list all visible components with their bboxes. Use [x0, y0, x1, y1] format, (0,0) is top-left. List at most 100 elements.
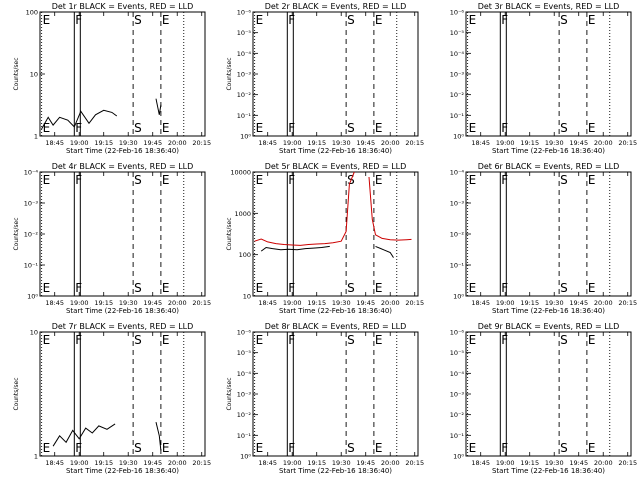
y-axis-label: Counts/sec	[226, 57, 233, 90]
event-marker-label: E	[162, 13, 170, 27]
event-marker-label: E	[469, 13, 477, 27]
event-marker-label: F	[75, 173, 82, 187]
y-tick-label: 10	[30, 71, 38, 79]
y-tick-label: 10⁻²	[237, 411, 252, 419]
y-tick-label: 10⁻³	[450, 200, 465, 208]
panel-title: Det 5r BLACK = Events, RED = LLD	[265, 162, 407, 171]
event-marker-label: S	[134, 333, 142, 347]
event-marker-label: E	[588, 13, 596, 27]
x-tick-label: 19:15	[520, 139, 539, 147]
event-marker-label: S	[134, 173, 142, 187]
series-line	[375, 245, 394, 258]
y-tick-label: 10⁻⁶	[237, 9, 252, 17]
plot-frame	[465, 331, 632, 457]
series-line	[155, 421, 162, 451]
x-tick-label: 20:15	[405, 299, 424, 307]
event-marker-label: E	[469, 441, 477, 455]
event-marker-label: F	[288, 441, 295, 455]
y-tick-label: 10⁻⁴	[450, 370, 465, 378]
y-tick-label: 10⁻¹	[237, 112, 252, 120]
x-axis-label: Start Time (22-Feb-16 18:36:40)	[492, 307, 605, 315]
panel-title: Det 3r BLACK = Events, RED = LLD	[478, 2, 620, 11]
event-marker-label: S	[347, 281, 355, 295]
y-tick-label: 10⁻³	[450, 391, 465, 399]
plot-frame	[252, 171, 419, 297]
x-tick-label: 19:30	[332, 299, 351, 307]
x-tick-label: 19:00	[496, 459, 515, 467]
x-tick-label: 20:15	[192, 459, 211, 467]
x-tick-label: 20:15	[192, 299, 211, 307]
event-marker-label: E	[375, 281, 383, 295]
x-tick-label: 19:15	[307, 139, 326, 147]
event-marker-label: F	[75, 441, 82, 455]
event-marker-label: F	[288, 173, 295, 187]
plot-frame	[39, 11, 206, 137]
x-tick-label: 19:45	[356, 139, 375, 147]
y-tick-label: 100	[26, 9, 38, 17]
y-tick-label: 10⁻⁶	[450, 9, 465, 17]
x-tick-label: 19:45	[569, 299, 588, 307]
x-tick-label: 19:45	[143, 139, 162, 147]
event-marker-label: F	[501, 13, 508, 27]
event-marker-label: E	[256, 121, 264, 135]
event-marker-label: E	[256, 441, 264, 455]
x-tick-label: 19:15	[520, 299, 539, 307]
x-tick-label: 19:45	[569, 459, 588, 467]
x-tick-label: 19:00	[496, 299, 515, 307]
y-tick-label: 10⁻⁵	[450, 29, 465, 37]
y-tick-label: 10⁻¹	[450, 262, 465, 270]
x-axis-label: Start Time (22-Feb-16 18:36:40)	[66, 307, 179, 315]
y-tick-label: 10⁰	[27, 293, 38, 301]
plot-frame	[252, 331, 419, 457]
y-tick-label: 10⁻³	[24, 200, 39, 208]
event-marker-label: S	[347, 441, 355, 455]
x-tick-label: 18:45	[45, 459, 64, 467]
event-marker-label: S	[347, 13, 355, 27]
y-tick-label: 10000	[230, 169, 251, 177]
event-marker-label: E	[469, 173, 477, 187]
plot-frame	[39, 171, 206, 297]
y-tick-label: 1	[34, 453, 38, 461]
event-marker-label: E	[588, 441, 596, 455]
event-marker-label: E	[375, 441, 383, 455]
y-tick-label: 10⁻¹	[237, 432, 252, 440]
y-tick-label: 10⁻²	[450, 91, 465, 99]
event-marker-label: S	[560, 441, 568, 455]
event-marker-label: E	[588, 121, 596, 135]
y-tick-label: 10⁻⁵	[237, 349, 252, 357]
y-axis-label: Counts/sec	[13, 57, 20, 90]
panel-det-2: Det 2r BLACK = Events, RED = LLDEEFFSSEE…	[226, 2, 424, 155]
y-tick-label: 1	[34, 133, 38, 141]
y-axis-label: Counts/sec	[226, 217, 233, 250]
x-tick-label: 20:00	[168, 299, 187, 307]
x-tick-label: 18:45	[258, 139, 277, 147]
event-marker-label: F	[501, 281, 508, 295]
panel-det-5: Det 5r BLACK = Events, RED = LLDEEFFSSEE…	[226, 162, 424, 315]
y-tick-label: 10⁰	[453, 453, 464, 461]
x-tick-label: 19:15	[307, 299, 326, 307]
event-marker-label: S	[560, 173, 568, 187]
x-tick-label: 19:00	[70, 299, 89, 307]
y-tick-label: 10⁻²	[450, 411, 465, 419]
x-tick-label: 18:45	[258, 459, 277, 467]
event-marker-label: F	[75, 281, 82, 295]
panel-title: Det 4r BLACK = Events, RED = LLD	[52, 162, 194, 171]
y-tick-label: 10	[243, 293, 251, 301]
event-marker-label: S	[134, 441, 142, 455]
event-marker-label: S	[347, 121, 355, 135]
x-tick-label: 19:45	[569, 139, 588, 147]
x-tick-label: 19:45	[356, 459, 375, 467]
x-tick-label: 18:45	[45, 299, 64, 307]
x-tick-label: 20:00	[594, 139, 613, 147]
x-tick-label: 19:00	[70, 139, 89, 147]
event-marker-label: F	[501, 441, 508, 455]
event-marker-label: E	[162, 441, 170, 455]
y-tick-label: 10⁻²	[24, 231, 39, 239]
x-tick-label: 19:15	[94, 139, 113, 147]
event-marker-label: F	[75, 121, 82, 135]
x-tick-label: 19:00	[70, 459, 89, 467]
x-tick-label: 20:00	[381, 459, 400, 467]
x-tick-label: 19:45	[356, 299, 375, 307]
plot-frame	[39, 331, 206, 457]
